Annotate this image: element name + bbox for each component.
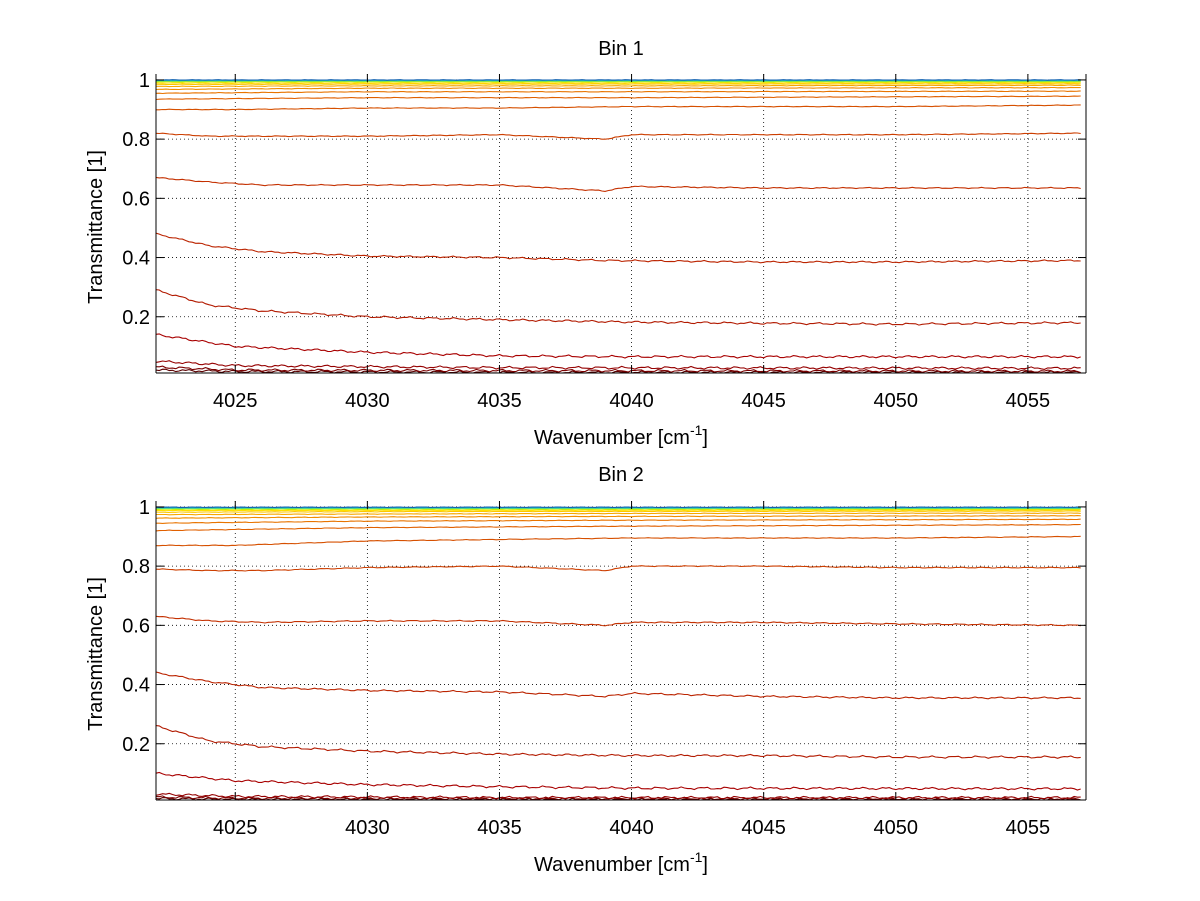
x-axis-label-main: Wavenumber [cm <box>534 427 690 449</box>
subplot-bin-1: Bin 1 Transmittance [1] Wavenumber [cm-1… <box>85 38 1087 449</box>
plot-area: 4025 4030 4035 4040 4045 4050 4055 0.2 0.4 0.6 0.8… <box>122 70 1087 412</box>
series-line <box>155 90 1081 95</box>
x-tick-label: 4055 <box>1006 817 1051 839</box>
y-tick-label: 1 <box>139 497 150 519</box>
x-axis-label-end: ] <box>702 427 708 449</box>
series-line <box>155 725 1081 759</box>
plot-area: 4025 4030 4035 4040 4045 4050 4055 0.2 0.4 0.6 0.8… <box>122 497 1087 839</box>
x-tick-label: 4030 <box>345 817 390 839</box>
x-tick-label: 4035 <box>477 817 522 839</box>
series-line <box>155 792 1081 800</box>
series-line <box>155 565 1081 572</box>
series-line <box>155 510 1081 513</box>
x-tick-label: 4050 <box>874 817 919 839</box>
series-line <box>156 104 1081 111</box>
x-tick-label: 4050 <box>874 390 919 412</box>
y-tick-label: 0.2 <box>122 734 150 756</box>
series-line <box>155 365 1081 374</box>
series-line <box>155 671 1081 700</box>
y-tick-label: 0.8 <box>122 556 150 578</box>
y-tick-label: 0.6 <box>122 615 150 637</box>
x-tick-label: 4045 <box>741 390 786 412</box>
x-axis-label-superscript: -1 <box>690 422 703 438</box>
y-tick-label: 0.4 <box>122 675 150 697</box>
y-tick-label: 0.6 <box>122 188 150 210</box>
x-tick-label: 4055 <box>1006 390 1051 412</box>
y-tick-label: 0.8 <box>122 129 150 151</box>
series-line <box>156 512 1081 516</box>
series-line <box>156 535 1081 547</box>
series-line <box>155 795 1081 801</box>
series-line <box>155 176 1081 192</box>
x-axis-label: Wavenumber [cm-1] <box>534 849 708 876</box>
series-line <box>156 84 1081 88</box>
x-axis-label-main: Wavenumber [cm <box>534 854 690 876</box>
series-line <box>156 518 1081 524</box>
y-tick-label: 0.2 <box>122 307 150 329</box>
series-line <box>155 523 1081 532</box>
x-tick-label: 4030 <box>345 390 390 412</box>
x-tick-label: 4025 <box>213 390 258 412</box>
series-line <box>155 82 1081 86</box>
x-tick-label: 4040 <box>609 390 654 412</box>
series-line <box>155 615 1081 627</box>
series-line <box>155 360 1081 370</box>
series-line <box>155 515 1081 519</box>
y-axis-label: Transmittance [1] <box>85 150 107 304</box>
chart-title: Bin 1 <box>598 38 644 60</box>
series-line <box>155 333 1081 359</box>
y-axis-label: Transmittance [1] <box>85 577 107 731</box>
x-axis-label-superscript: -1 <box>690 849 703 865</box>
y-tick-label: 1 <box>139 70 150 92</box>
series-line <box>155 508 1081 511</box>
series-line <box>155 289 1081 326</box>
x-tick-label: 4035 <box>477 390 522 412</box>
x-tick-label: 4040 <box>609 817 654 839</box>
y-tick-label: 0.4 <box>122 248 150 270</box>
series-line <box>155 506 1081 509</box>
chart-title: Bin 2 <box>598 464 644 486</box>
series-line <box>155 95 1081 101</box>
series-line <box>155 771 1081 791</box>
series-line <box>155 86 1081 91</box>
series-line <box>155 232 1081 264</box>
series-line <box>155 132 1081 140</box>
series-line <box>155 79 1081 81</box>
series-line <box>156 509 1081 512</box>
x-tick-label: 4025 <box>213 817 258 839</box>
subplot-bin-2: Bin 2 Transmittance [1] Wavenumber [cm-1… <box>85 464 1087 876</box>
x-axis-label-end: ] <box>702 854 708 876</box>
x-axis-label: Wavenumber [cm-1] <box>534 422 708 449</box>
series-line <box>155 81 1081 84</box>
x-tick-label: 4045 <box>741 817 786 839</box>
